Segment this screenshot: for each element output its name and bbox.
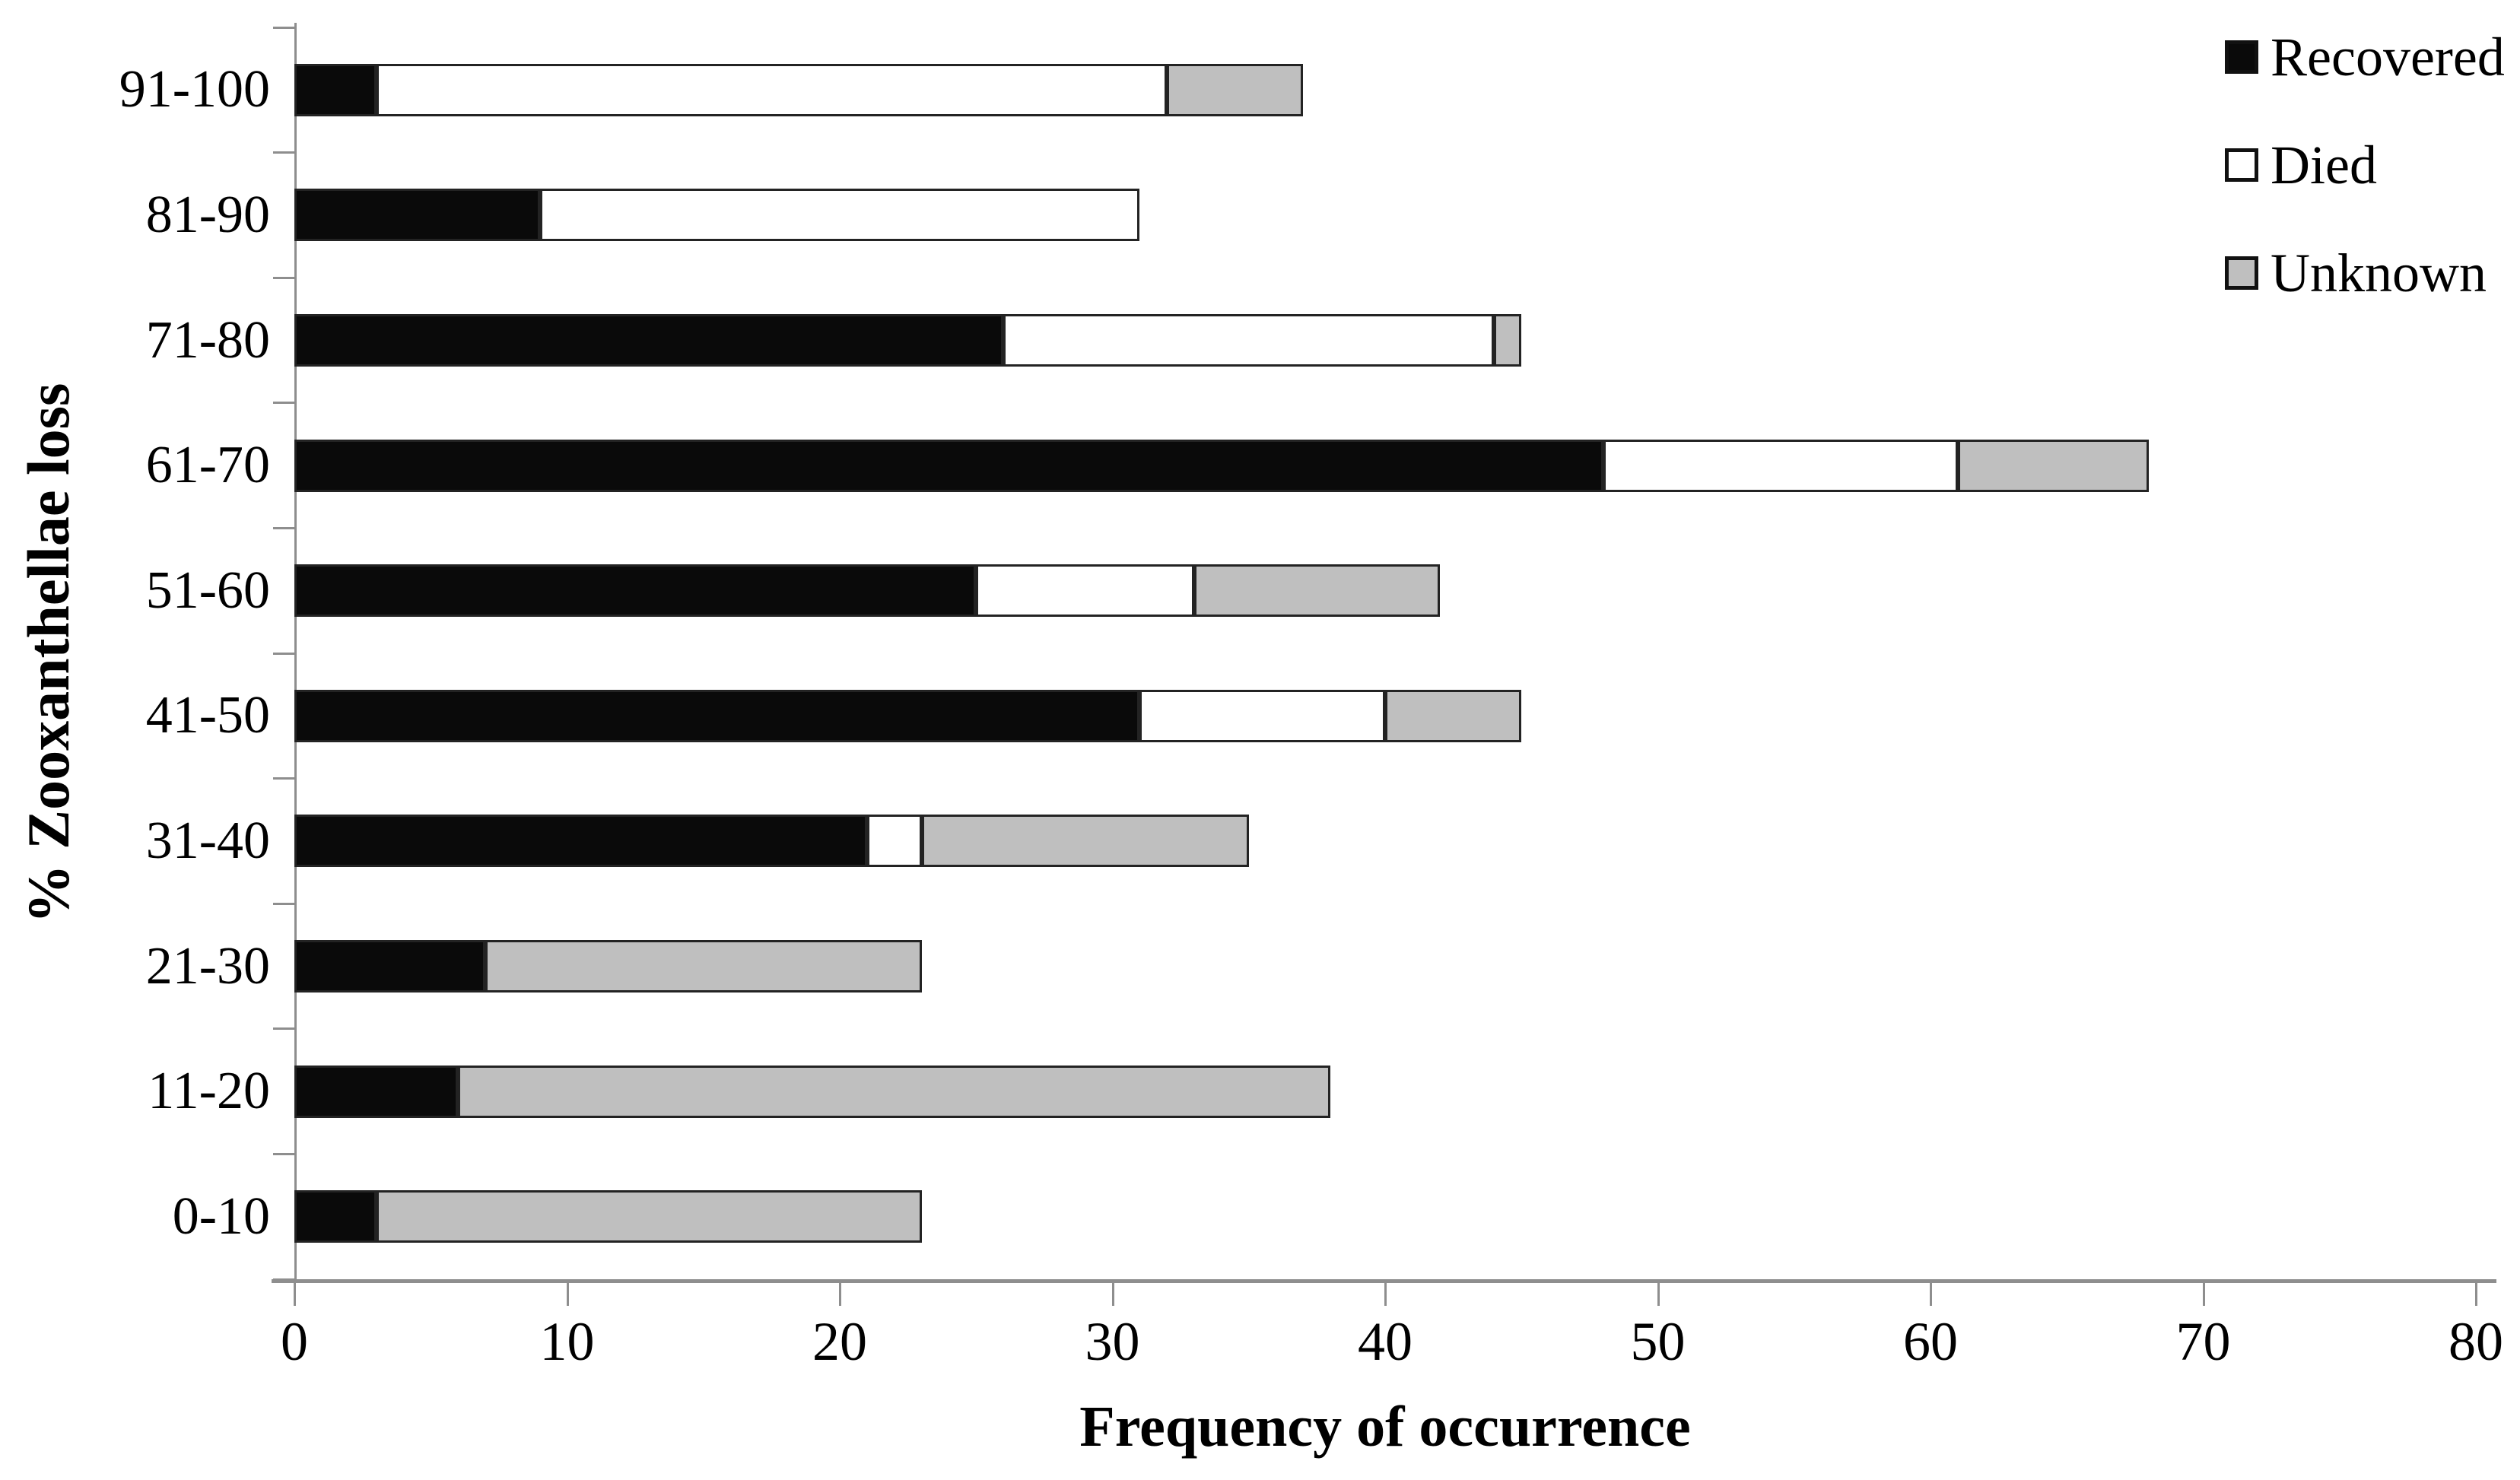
y-tick-2	[273, 276, 294, 279]
x-tick-label-30: 30	[1085, 1311, 1140, 1372]
x-tick-10	[566, 1283, 569, 1306]
bar-segment-died-91-100	[376, 63, 1168, 116]
bar-segment-recovered-61-70	[294, 439, 1603, 492]
x-tick-60	[1930, 1283, 1932, 1306]
x-tick-label-80: 80	[2448, 1311, 2503, 1372]
y-axis-line	[294, 23, 297, 1283]
x-tick-label-20: 20	[812, 1311, 867, 1372]
x-tick-80	[2475, 1283, 2477, 1306]
bar-segment-recovered-81-90	[294, 189, 540, 242]
category-label-91-100: 91-100	[119, 60, 270, 119]
bar-segment-unknown-41-50	[1385, 689, 1522, 742]
category-label-31-40: 31-40	[145, 811, 270, 870]
x-tick-30	[1111, 1283, 1114, 1306]
x-tick-40	[1384, 1283, 1387, 1306]
bar-segment-unknown-11-20	[458, 1065, 1331, 1118]
legend-label-unknown: Unknown	[2271, 243, 2487, 303]
category-label-0-10: 0-10	[172, 1186, 270, 1246]
x-tick-label-50: 50	[1630, 1311, 1686, 1372]
legend-label-recovered: Recovered	[2271, 27, 2505, 87]
y-tick-5	[273, 652, 294, 655]
category-label-41-50: 41-50	[145, 686, 270, 745]
bar-segment-recovered-31-40	[294, 815, 867, 868]
legend-swatch-died	[2225, 148, 2258, 182]
x-tick-label-70: 70	[2175, 1311, 2231, 1372]
bar-segment-recovered-41-50	[294, 689, 1140, 742]
bar-segment-died-31-40	[866, 815, 922, 868]
y-tick-1	[273, 151, 294, 154]
x-tick-0	[294, 1283, 296, 1306]
x-axis-line	[272, 1279, 2496, 1283]
bar-segment-recovered-51-60	[294, 564, 977, 618]
x-tick-label-0: 0	[281, 1311, 308, 1372]
bar-segment-died-51-60	[976, 564, 1195, 618]
bar-segment-unknown-71-80	[1494, 314, 1522, 367]
category-label-81-90: 81-90	[145, 185, 270, 244]
y-tick-4	[273, 526, 294, 529]
category-label-51-60: 51-60	[145, 561, 270, 620]
category-label-11-20: 11-20	[148, 1062, 270, 1121]
bar-segment-recovered-0-10	[294, 1190, 377, 1243]
y-tick-9	[273, 1152, 294, 1155]
legend-swatch-unknown	[2225, 256, 2258, 290]
bar-segment-died-41-50	[1139, 689, 1385, 742]
bar-segment-died-81-90	[539, 189, 1140, 242]
bar-segment-unknown-91-100	[1167, 63, 1304, 116]
x-tick-label-10: 10	[539, 1311, 595, 1372]
category-label-61-70: 61-70	[145, 436, 270, 495]
bar-segment-unknown-0-10	[376, 1190, 922, 1243]
legend-item-died: Died	[2225, 132, 2505, 198]
y-tick-10	[273, 1278, 294, 1281]
x-tick-label-60: 60	[1903, 1311, 1958, 1372]
bar-segment-died-61-70	[1603, 439, 1958, 492]
legend-item-recovered: Recovered	[2225, 24, 2505, 90]
bar-segment-unknown-31-40	[921, 815, 1249, 868]
x-tick-20	[839, 1283, 841, 1306]
legend-swatch-recovered	[2225, 40, 2258, 74]
x-tick-50	[1657, 1283, 1660, 1306]
legend: Recovered Died Unknown	[2225, 24, 2505, 348]
x-tick-label-40: 40	[1358, 1311, 1413, 1372]
bar-segment-unknown-61-70	[1957, 439, 2149, 492]
bar-segment-unknown-21-30	[485, 940, 922, 992]
bar-segment-recovered-21-30	[294, 940, 485, 992]
legend-item-unknown: Unknown	[2225, 240, 2505, 306]
legend-label-died: Died	[2271, 135, 2377, 195]
y-tick-6	[273, 777, 294, 780]
bar-segment-unknown-51-60	[1194, 564, 1440, 618]
bar-segment-died-71-80	[1003, 314, 1495, 367]
bar-segment-recovered-71-80	[294, 314, 1004, 367]
bar-segment-recovered-11-20	[294, 1065, 459, 1118]
category-label-71-80: 71-80	[145, 310, 270, 370]
y-tick-0	[273, 26, 294, 29]
category-label-21-30: 21-30	[145, 936, 270, 996]
y-tick-3	[273, 402, 294, 405]
x-tick-70	[2202, 1283, 2205, 1306]
x-axis-title: Frequency of occurrence	[1079, 1395, 1691, 1459]
y-axis-title: % Zooxanthellae loss	[15, 383, 81, 924]
bar-segment-recovered-91-100	[294, 63, 377, 116]
y-tick-7	[273, 902, 294, 905]
y-tick-8	[273, 1027, 294, 1031]
